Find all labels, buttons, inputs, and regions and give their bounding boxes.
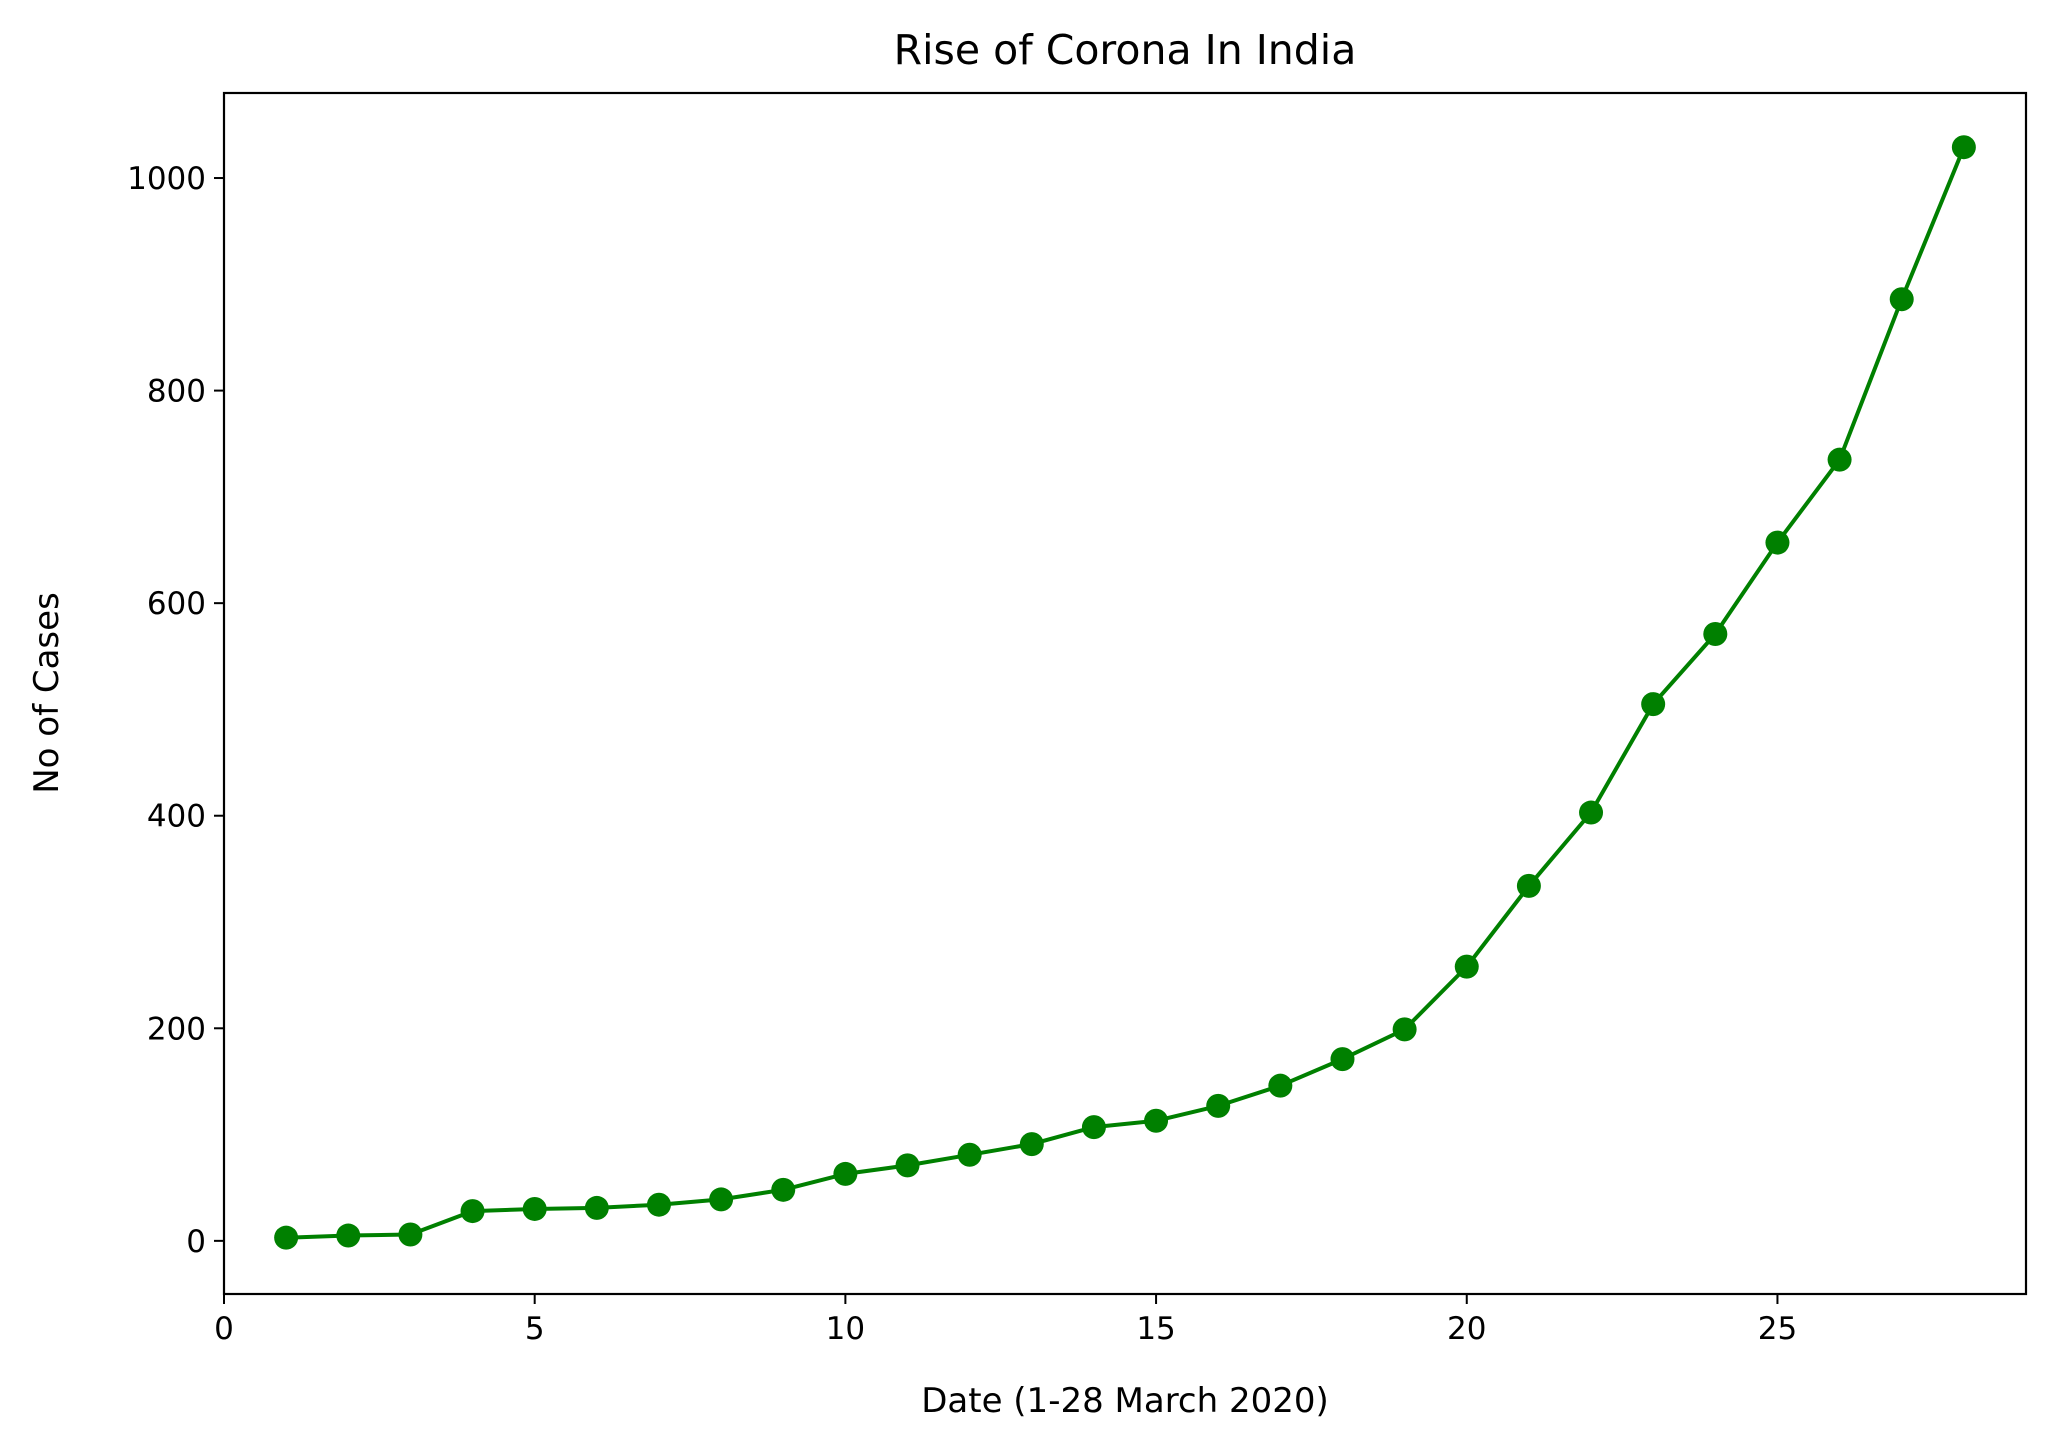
- x-tick-label: 10: [826, 1311, 865, 1347]
- plot-frame: [222, 91, 2028, 1296]
- data-point: [522, 1196, 547, 1221]
- chart-title: Rise of Corona In India: [894, 26, 1357, 74]
- data-point: [895, 1153, 920, 1178]
- data-point: [1330, 1047, 1355, 1072]
- data-point: [1827, 447, 1852, 472]
- y-tick-label: 1000: [127, 161, 206, 197]
- data-point: [274, 1225, 299, 1250]
- data-point: [1703, 621, 1728, 646]
- data-point: [398, 1222, 423, 1247]
- x-tick-label: 15: [1136, 1311, 1175, 1347]
- axis-ticks: 0 5 10 15 20 25 0 200 400 600 800 1000: [127, 161, 1797, 1347]
- series-line: [286, 146, 1966, 1240]
- data-point: [1392, 1017, 1417, 1042]
- data-point: [1268, 1073, 1293, 1098]
- data-series: [274, 135, 1976, 1250]
- data-point: [1579, 800, 1604, 825]
- y-tick-label: 0: [186, 1224, 206, 1260]
- data-point: [771, 1177, 796, 1202]
- y-axis-label: No of Cases: [27, 592, 67, 794]
- y-tick-label: 400: [147, 799, 206, 835]
- data-point: [709, 1187, 734, 1212]
- data-point: [336, 1223, 361, 1248]
- data-point: [1081, 1115, 1106, 1140]
- data-point: [833, 1161, 858, 1186]
- data-point: [1951, 135, 1976, 160]
- x-tick-label: 0: [214, 1311, 234, 1347]
- data-point: [957, 1142, 982, 1167]
- data-point: [460, 1199, 485, 1224]
- x-axis-label: Date (1-28 March 2020): [921, 1381, 1329, 1421]
- data-point: [1019, 1132, 1044, 1157]
- data-point: [1454, 954, 1479, 979]
- data-point: [1144, 1108, 1169, 1133]
- x-tick-label: 20: [1447, 1311, 1486, 1347]
- data-point: [1765, 530, 1790, 555]
- data-point: [1516, 873, 1541, 898]
- y-tick-label: 600: [147, 586, 206, 622]
- y-tick-label: 200: [147, 1011, 206, 1047]
- y-tick-label: 800: [147, 374, 206, 410]
- data-point: [1889, 287, 1914, 312]
- x-tick-label: 25: [1758, 1311, 1797, 1347]
- data-point: [1641, 692, 1666, 717]
- data-point: [646, 1192, 671, 1217]
- data-point: [584, 1195, 609, 1220]
- x-tick-label: 5: [525, 1311, 545, 1347]
- data-point: [1206, 1093, 1231, 1118]
